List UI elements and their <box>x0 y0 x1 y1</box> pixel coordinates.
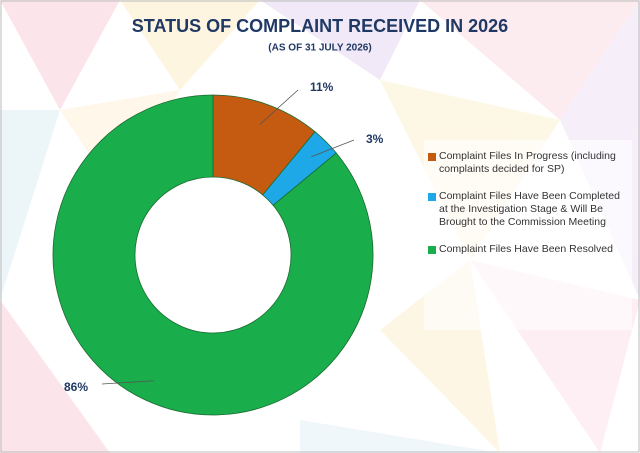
chart-subtitle: (AS OF 31 JULY 2026) <box>268 43 371 54</box>
donut-slice <box>52 94 374 416</box>
data-label: 11% <box>310 80 334 94</box>
leader-line <box>311 139 355 158</box>
legend-swatch <box>428 193 436 201</box>
data-label: 3% <box>366 132 384 146</box>
legend-label: Complaint Files Have Been Resolved <box>439 243 613 255</box>
legend-item: Complaint Files Have Been Completed at t… <box>428 190 628 229</box>
legend-swatch <box>428 246 436 254</box>
data-label: 86% <box>64 380 88 394</box>
leader-line <box>101 380 154 385</box>
legend-label: Complaint Files Have Been Completed at t… <box>439 190 620 228</box>
leader-line <box>259 89 299 125</box>
legend-swatch <box>428 153 436 161</box>
legend-box <box>424 140 632 330</box>
legend-item: Complaint Files In Progress (including c… <box>428 150 628 176</box>
chart-title: STATUS OF COMPLAINT RECEIVED IN 2026 <box>132 16 508 36</box>
legend-item: Complaint Files Have Been Resolved <box>428 243 628 256</box>
legend: Complaint Files In Progress (including c… <box>428 150 628 270</box>
legend-label: Complaint Files In Progress (including c… <box>439 150 616 175</box>
